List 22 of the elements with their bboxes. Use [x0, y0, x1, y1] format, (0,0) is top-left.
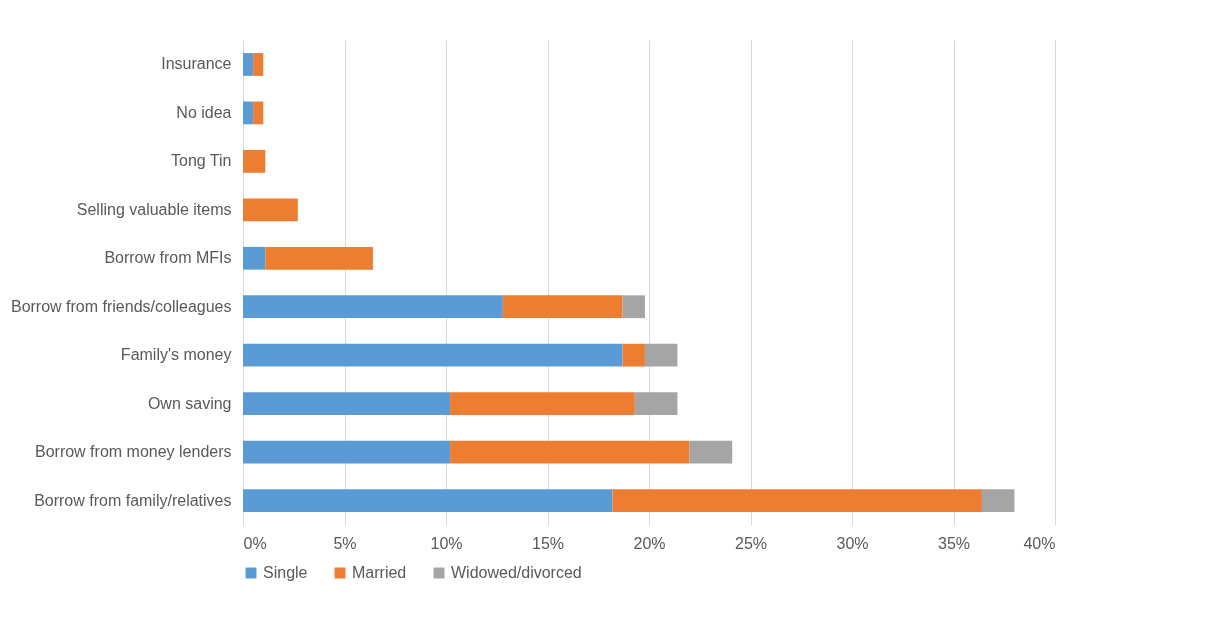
- y-tick-label: Tong Tin: [171, 152, 232, 170]
- y-tick-label: Borrow from friends/colleagues: [10, 297, 232, 315]
- x-tick-label: 5%: [333, 534, 357, 552]
- x-tick-label: 40%: [1023, 534, 1056, 552]
- y-tick-label: Borrow from MFIs: [104, 249, 232, 267]
- legend-label: Married: [352, 564, 407, 581]
- x-tick-label: 0%: [243, 534, 267, 552]
- y-tick-label: Insurance: [161, 55, 232, 73]
- x-tick-label: 20%: [633, 534, 666, 552]
- x-tick-label: 25%: [734, 534, 768, 552]
- y-tick-label: Borrow from money lenders: [34, 443, 232, 461]
- legend-label: Widowed/divorced: [451, 564, 582, 581]
- x-tick-label: 35%: [937, 534, 971, 552]
- y-tick-label: No idea: [176, 103, 232, 121]
- y-tick-label: Borrow from family/relatives: [34, 491, 232, 509]
- x-tick-label: 10%: [430, 534, 463, 552]
- x-tick-label: 15%: [531, 534, 565, 552]
- y-tick-label: Family's money: [120, 346, 232, 364]
- y-tick-label: Own saving: [147, 394, 232, 412]
- x-tick-label: 30%: [836, 534, 869, 552]
- legend-label: Single: [263, 564, 308, 581]
- y-tick-label: Selling valuable items: [76, 200, 232, 218]
